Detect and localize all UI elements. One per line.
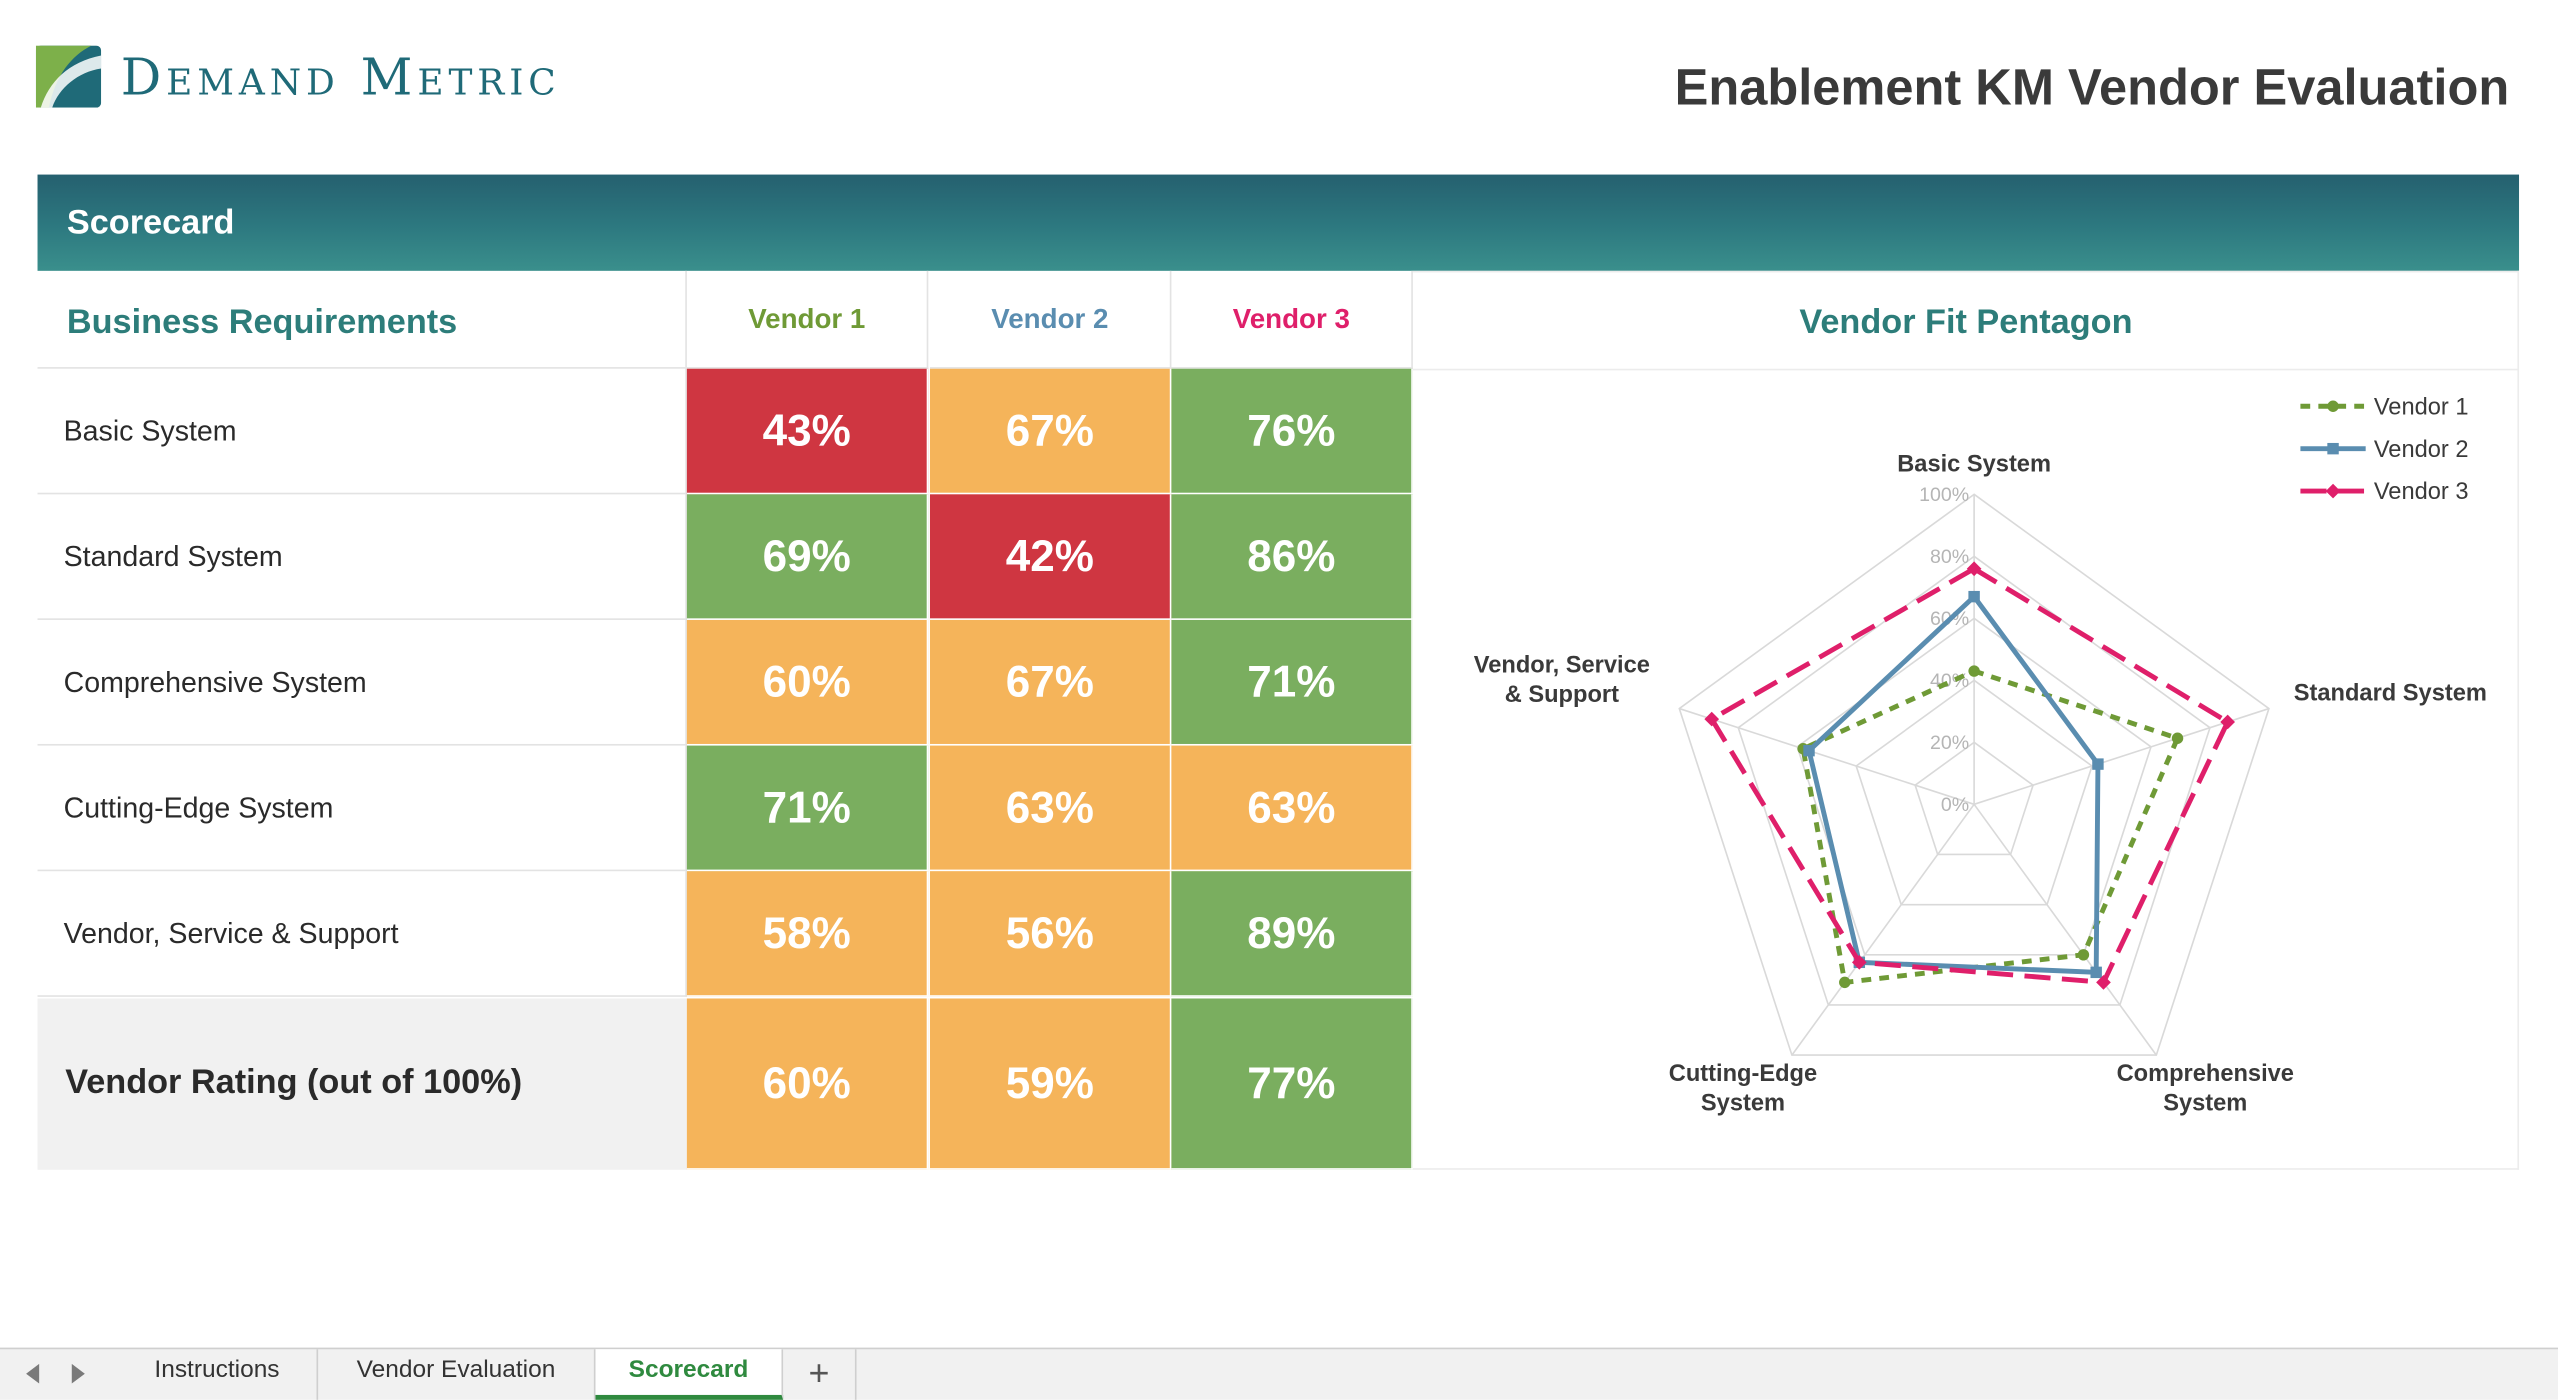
radar-point (2090, 966, 2102, 979)
score-cell-vendor-2[interactable]: 67% (929, 619, 1172, 746)
score-cell-vendor-3[interactable]: 76% (1171, 368, 1413, 495)
requirements-header: Business Requirements (66, 303, 458, 341)
radar-grid-ring (1678, 493, 2270, 1056)
legend-label: Vendor 3 (2374, 479, 2469, 505)
radar-point (2092, 758, 2104, 770)
tab-vendor-evaluation[interactable]: Vendor Evaluation (318, 1349, 596, 1400)
radar-ring-label: 40% (1930, 670, 1969, 692)
radar-axis-label: Vendor, Service (1474, 653, 1650, 679)
radar-spoke (1973, 803, 2157, 1056)
brand-name: Demand Metric (120, 48, 561, 108)
vendor-header-1[interactable]: Vendor 1 (686, 270, 929, 369)
scroll-left-icon[interactable] (26, 1363, 40, 1384)
sheet-tab-bar: Instructions Vendor Evaluation Scorecard… (0, 1347, 2558, 1400)
radar-axis-label: Standard System (2294, 680, 2487, 706)
score-cell-vendor-3[interactable]: 63% (1171, 745, 1413, 872)
radar-series-line (1708, 565, 2231, 985)
tab-instructions[interactable]: Instructions (117, 1349, 319, 1400)
radar-axis-label: Cutting-Edge (1669, 1061, 1817, 1087)
score-cell-vendor-2[interactable]: 42% (929, 494, 1172, 620)
radar-point (2077, 949, 2090, 961)
row-label: Comprehensive System (63, 665, 367, 699)
radar-ring-label: 20% (1930, 732, 1969, 754)
add-sheet-button[interactable]: + (783, 1349, 857, 1400)
row-label-cell[interactable]: Basic System (37, 368, 687, 495)
total-score-vendor-2[interactable]: 59% (929, 998, 1172, 1170)
row-label-cell[interactable]: Cutting-Edge System (37, 745, 687, 872)
legend-marker (2325, 483, 2341, 499)
section-title: Scorecard (66, 203, 235, 242)
radar-axis-label: System (2163, 1091, 2247, 1117)
radar-spoke (1791, 803, 1975, 1056)
row-label: Cutting-Edge System (63, 791, 334, 824)
score-cell-vendor-3[interactable]: 86% (1171, 494, 1413, 620)
radar-ring-label: 100% (1919, 484, 1969, 506)
radar-ring-label: 80% (1930, 546, 1969, 568)
radar-axis-label: System (1701, 1091, 1785, 1117)
tab-scorecard[interactable]: Scorecard (595, 1349, 784, 1400)
radar-grid-ring (1796, 617, 2152, 956)
radar-spoke (1973, 707, 2270, 806)
score-cell-vendor-1[interactable]: 58% (686, 871, 929, 997)
legend-marker (2327, 400, 2339, 412)
score-cell-vendor-1[interactable]: 60% (686, 619, 929, 746)
score-cell-vendor-3[interactable]: 71% (1171, 619, 1413, 746)
radar-point (1704, 711, 1720, 727)
section-band: Scorecard (37, 174, 2520, 271)
chart-panel: Vendor Fit Pentagon 0% 20% 40% 60% 80% 100% Ba… (1412, 270, 2520, 1171)
legend-label: Vendor 1 (2374, 394, 2469, 420)
vendor-header-2[interactable]: Vendor 2 (929, 270, 1172, 369)
radar-axis-label: & Support (1505, 682, 1619, 708)
radar-axis-label: Comprehensive (2117, 1061, 2294, 1087)
score-cell-vendor-2[interactable]: 67% (929, 368, 1172, 495)
chart-title: Vendor Fit Pentagon (1412, 272, 2520, 371)
radar-point (2171, 732, 2184, 744)
score-cell-vendor-1[interactable]: 71% (686, 745, 929, 872)
score-cell-vendor-1[interactable]: 43% (686, 368, 929, 495)
radar-grid-ring (1737, 555, 2211, 1006)
radar-point (1803, 744, 1815, 757)
radar-spoke (1679, 707, 1975, 806)
radar-point (2220, 714, 2235, 730)
radar-ring-label: 0% (1941, 794, 1969, 816)
radar-point (1839, 976, 1851, 989)
row-label-cell[interactable]: Vendor, Service & Support (37, 871, 687, 997)
radar-axis-label: Basic System (1897, 452, 2051, 478)
demand-metric-logo (35, 45, 102, 108)
row-label-cell[interactable]: Comprehensive System (37, 619, 687, 746)
total-label: Vendor Rating (out of 100%) (65, 1063, 523, 1102)
radar-series-line (1800, 668, 2181, 986)
radar-point (2096, 975, 2111, 990)
radar-series-line (1806, 592, 2101, 975)
radar-grid-ring (1914, 741, 2035, 856)
radar-grid-ring (1855, 679, 2093, 906)
radar-point (1968, 665, 1980, 677)
legend-label: Vendor 2 (2374, 437, 2469, 463)
radar-point (1851, 954, 1867, 970)
vendor-header-3[interactable]: Vendor 3 (1171, 270, 1413, 369)
row-label: Standard System (63, 540, 283, 573)
row-label-cell[interactable]: Standard System (37, 494, 687, 620)
score-cell-vendor-2[interactable]: 56% (929, 871, 1172, 997)
scroll-right-icon[interactable] (71, 1363, 85, 1384)
radar-point (1966, 561, 1982, 577)
row-label: Vendor, Service & Support (63, 916, 399, 950)
radar-point (1968, 590, 1980, 603)
total-score-vendor-3[interactable]: 77% (1171, 998, 1413, 1170)
document-title: Enablement KM Vendor Evaluation (1674, 58, 2510, 116)
total-score-vendor-1[interactable]: 60% (686, 998, 929, 1170)
total-label-cell[interactable]: Vendor Rating (out of 100%) (37, 998, 687, 1170)
requirements-header-cell[interactable]: Business Requirements (37, 270, 687, 369)
score-cell-vendor-2[interactable]: 63% (929, 745, 1172, 872)
row-label: Basic System (63, 414, 237, 448)
legend-marker (2327, 442, 2339, 455)
score-cell-vendor-3[interactable]: 89% (1171, 871, 1413, 997)
score-cell-vendor-1[interactable]: 69% (686, 494, 929, 620)
